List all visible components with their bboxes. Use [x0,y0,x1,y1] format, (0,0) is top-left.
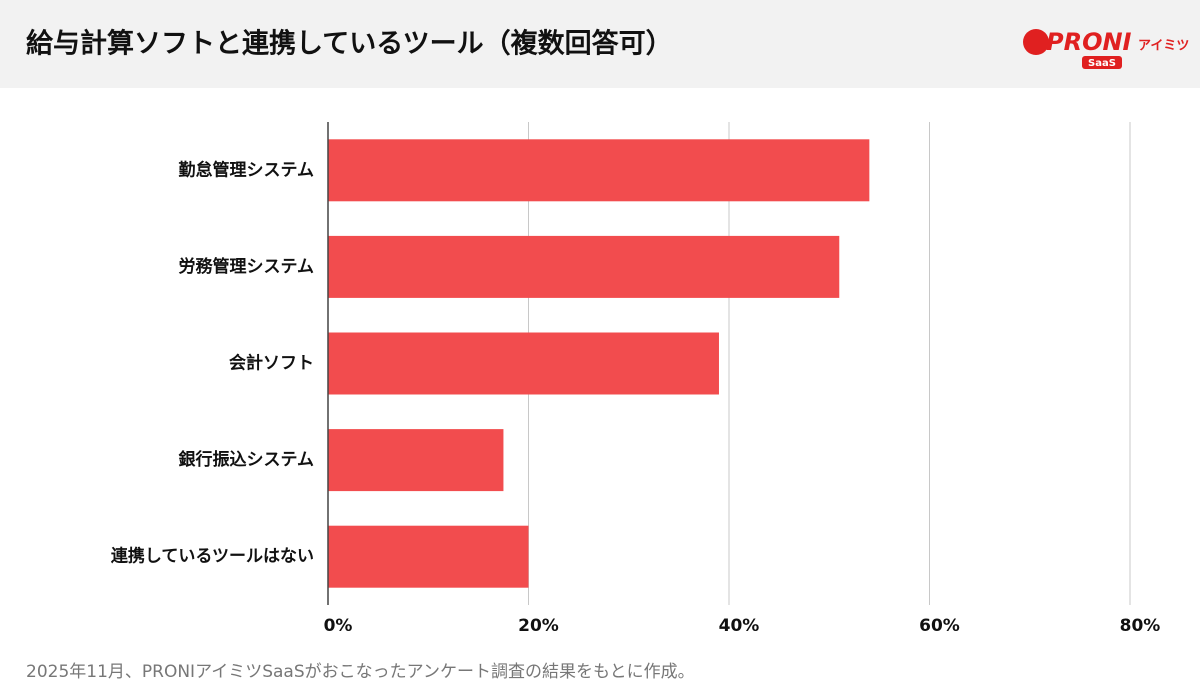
x-tick-label: 0% [324,616,353,636]
y-tick-label: 労務管理システム [179,256,315,277]
header-bg [0,0,1200,88]
source-note: 2025年11月、PRONIアイミツSaaSがおこなったアンケート調査の結果をも… [26,662,695,682]
logo-badge: SaaS [1088,58,1116,69]
logo-brand: PRONI [1046,28,1132,56]
bar [328,235,840,298]
y-tick-label: 連携しているツールはない [111,546,314,567]
x-tick-label: 60% [919,616,960,636]
bar [328,429,504,492]
x-tick-label: 20% [518,616,559,636]
y-tick-label: 勤怠管理システム [179,159,315,180]
logo-badge-bg [1082,56,1122,69]
y-tick-label: 銀行振込システム [179,449,315,470]
x-tick-label: 80% [1120,616,1161,636]
logo-sub: アイミツ [1138,39,1189,54]
x-tick-label: 40% [719,616,760,636]
bar [328,139,870,202]
bar [328,525,529,588]
logo-mark [1023,29,1049,55]
y-tick-label: 会計ソフト [229,353,314,374]
logo: PRONI アイミツ SaaS [1023,28,1189,69]
chart-title: 給与計算ソフトと連携しているツール（複数回答可） [26,28,673,60]
bar [328,332,719,395]
